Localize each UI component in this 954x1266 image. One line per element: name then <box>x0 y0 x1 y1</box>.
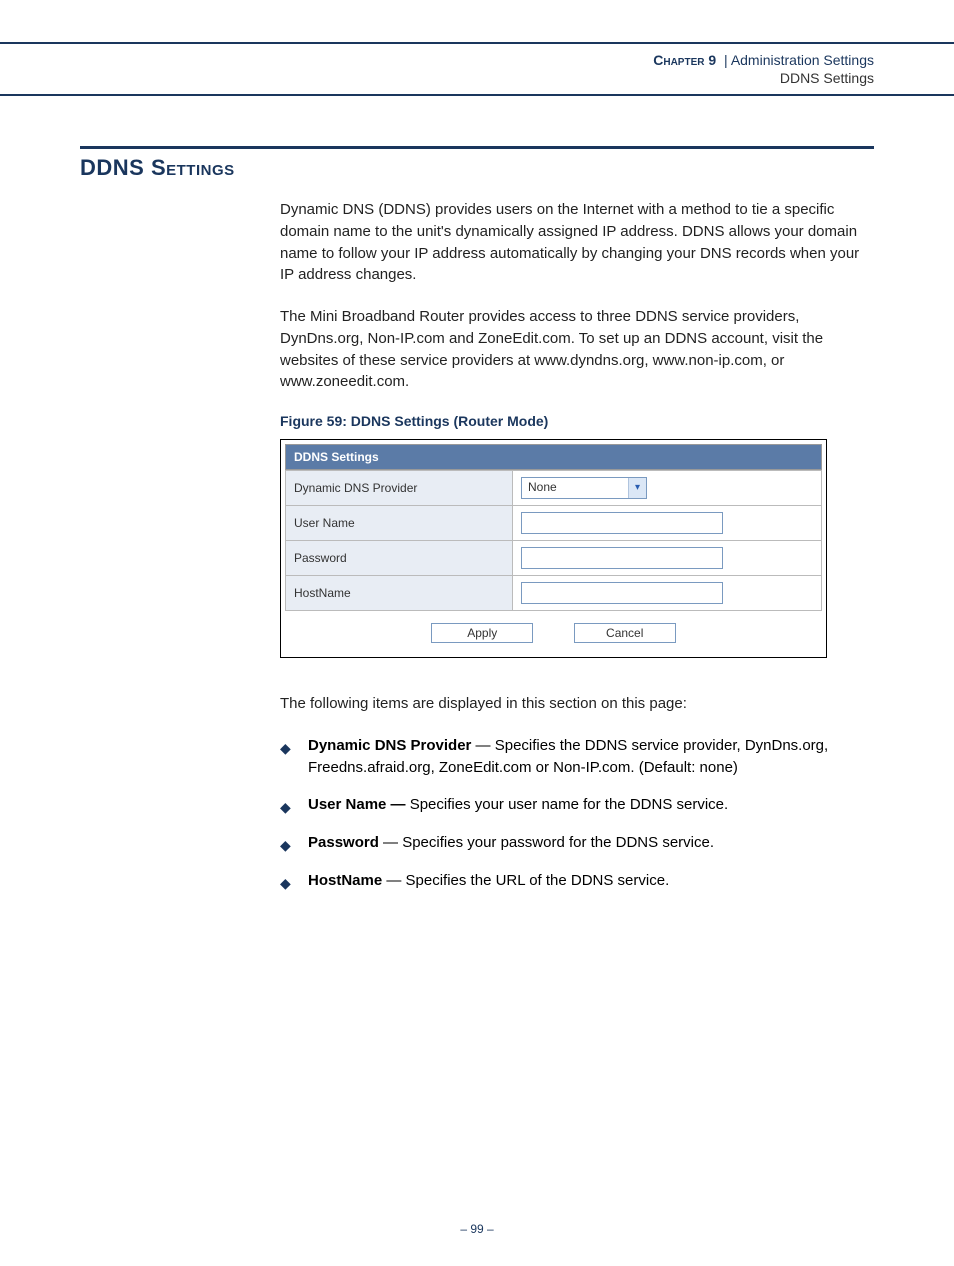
row-label-hostname: HostName <box>286 576 513 611</box>
chevron-down-icon: ▾ <box>628 478 646 498</box>
row-input-cell: None ▾ <box>513 471 822 506</box>
row-input-cell <box>513 506 822 541</box>
post-figure-text: The following items are displayed in thi… <box>280 693 874 715</box>
diamond-icon: ◆ <box>280 797 291 817</box>
password-input[interactable] <box>521 547 723 569</box>
paragraph-2: The Mini Broadband Router provides acces… <box>280 306 874 393</box>
paragraph-1: Dynamic DNS (DDNS) provides users on the… <box>280 199 874 286</box>
table-row: Dynamic DNS Provider None ▾ <box>286 471 822 506</box>
diamond-icon: ◆ <box>280 835 291 855</box>
cancel-button[interactable]: Cancel <box>574 623 676 643</box>
chapter-label: Chapter 9 <box>653 52 716 68</box>
item-list: ◆ Dynamic DNS Provider — Specifies the D… <box>280 735 874 892</box>
row-label-password: Password <box>286 541 513 576</box>
list-item: ◆ User Name — Specifies your user name f… <box>280 794 874 816</box>
figure-screenshot: DDNS Settings Dynamic DNS Provider None … <box>280 439 827 658</box>
header-subtitle: DDNS Settings <box>0 70 874 86</box>
apply-button[interactable]: Apply <box>431 623 533 643</box>
panel-title: DDNS Settings <box>285 444 822 470</box>
list-item: ◆ Dynamic DNS Provider — Specifies the D… <box>280 735 874 779</box>
page-number: – 99 – <box>0 1222 954 1266</box>
list-item: ◆ Password — Specifies your password for… <box>280 832 874 854</box>
item-desc: — Specifies the URL of the DDNS service. <box>382 872 669 889</box>
header-line-1: Chapter 9 | Administration Settings <box>0 52 874 68</box>
username-input[interactable] <box>521 512 723 534</box>
row-label-username: User Name <box>286 506 513 541</box>
section-title: DDNS Settings <box>80 146 874 181</box>
row-input-cell <box>513 541 822 576</box>
item-term: HostName <box>308 872 382 889</box>
table-row: HostName <box>286 576 822 611</box>
header-separator: | <box>720 52 731 68</box>
provider-select-value: None <box>522 478 563 496</box>
figure-caption: Figure 59: DDNS Settings (Router Mode) <box>280 413 874 429</box>
hostname-input[interactable] <box>521 582 723 604</box>
settings-table: Dynamic DNS Provider None ▾ User Name Pa… <box>285 470 822 611</box>
diamond-icon: ◆ <box>280 873 291 893</box>
table-row: User Name <box>286 506 822 541</box>
provider-select[interactable]: None ▾ <box>521 477 647 499</box>
item-term: User Name — <box>308 796 406 813</box>
table-row: Password <box>286 541 822 576</box>
row-input-cell <box>513 576 822 611</box>
page-header: Chapter 9 | Administration Settings DDNS… <box>0 42 954 96</box>
list-item: ◆ HostName — Specifies the URL of the DD… <box>280 870 874 892</box>
item-desc: — Specifies your password for the DDNS s… <box>379 834 714 851</box>
row-label-provider: Dynamic DNS Provider <box>286 471 513 506</box>
item-desc: Specifies your user name for the DDNS se… <box>406 796 729 813</box>
item-term: Password <box>308 834 379 851</box>
item-term: Dynamic DNS Provider <box>308 737 471 754</box>
button-row: Apply Cancel <box>281 623 826 657</box>
chapter-title: Administration Settings <box>731 52 874 68</box>
diamond-icon: ◆ <box>280 738 291 758</box>
